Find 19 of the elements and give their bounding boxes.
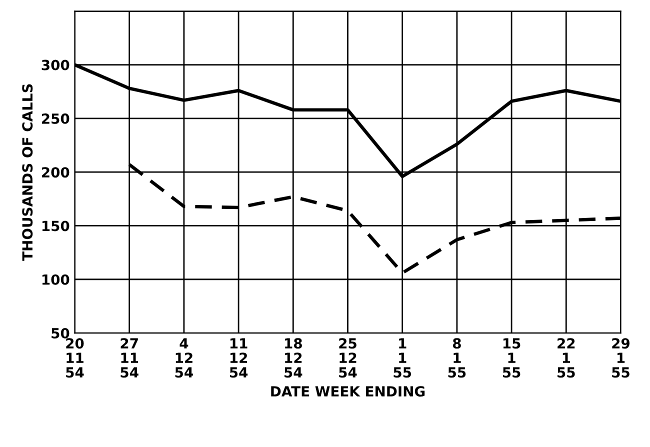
y-axis-title: THOUSANDS OF CALLS <box>22 84 33 261</box>
y-tick-label: 50 <box>52 328 70 338</box>
y-tick-label: 300 <box>42 60 70 70</box>
x-tick-label: 27 11 54 <box>120 338 138 378</box>
y-tick-label: 100 <box>42 274 70 285</box>
y-tick-label: 200 <box>42 167 70 178</box>
x-tick-label: 1 1 55 <box>394 338 412 378</box>
x-tick-label: 18 12 54 <box>284 338 302 378</box>
x-tick-label: 8 1 55 <box>448 338 466 378</box>
x-tick-label: 15 1 55 <box>502 338 520 378</box>
x-tick-label: 29 1 55 <box>612 338 630 378</box>
x-tick-label: 20 11 54 <box>66 338 84 378</box>
x-axis-title: DATE WEEK ENDING <box>271 386 425 397</box>
y-tick-label: 150 <box>42 220 70 232</box>
x-tick-label: 22 1 55 <box>558 338 575 378</box>
x-tick-label: 4 12 54 <box>175 338 193 378</box>
y-tick-label: 250 <box>42 113 70 124</box>
x-tick-label: 11 12 54 <box>230 338 248 378</box>
x-tick-label: 25 12 54 <box>339 338 357 378</box>
